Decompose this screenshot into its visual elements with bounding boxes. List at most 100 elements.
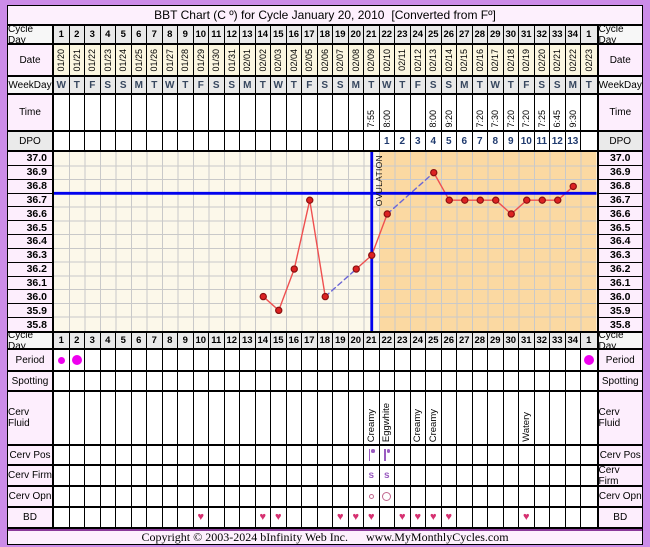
cerv-opn-day-21 — [364, 487, 380, 506]
cerv-fluid-day-9 — [178, 392, 194, 444]
cerv-fluid-day-3 — [85, 392, 101, 444]
spotting-day-22 — [379, 372, 395, 390]
date-day-25: 02/13 — [426, 45, 442, 75]
bd-day-5 — [116, 508, 132, 527]
weekday-day-35: T — [581, 77, 597, 93]
time-day-22: 8:00 — [379, 95, 395, 130]
footer-site-url: www.MyMonthlyCycles.com — [366, 530, 509, 544]
row-weekday: WeekDay W T F S S M T W T F S S M T W T F S S M T W T F S S M T W T F S S… — [8, 77, 642, 95]
dpo-day-26: 5 — [441, 132, 457, 150]
cerv-pos-dot — [371, 449, 375, 453]
cerv-opn-day-4 — [100, 487, 116, 506]
cycle-day-day-15: 15 — [271, 26, 287, 43]
date-day-10: 01/29 — [193, 45, 209, 75]
cerv-opn-day-5 — [116, 487, 132, 506]
period-day-4 — [100, 350, 116, 370]
bd-day-2 — [69, 508, 85, 527]
row-label-right-cycle-day-2: Cycle Day — [596, 333, 642, 348]
cerv-opn-day-10 — [193, 487, 209, 506]
date-day-18: 02/06 — [317, 45, 333, 75]
bd-day-23: ♥ — [395, 508, 411, 527]
cycle-day-2-day-19: 19 — [333, 333, 349, 348]
temp-point-day-25 — [430, 168, 438, 177]
time-text: 9:30 — [567, 110, 578, 128]
date-text: 01/26 — [149, 48, 160, 72]
time-day-28: 7:20 — [472, 95, 488, 130]
cycle-day-2-day-9: 9 — [178, 333, 194, 348]
plot-area: 37.0 36.9 36.8 36.7 36.6 36.5 36.4 36.3 36.2 36.1… — [8, 152, 642, 333]
bd-day-17 — [302, 508, 318, 527]
row-cerv-fluid: Cerv Fluid Creamy Eggwhite Creamy Creamy Wate… — [8, 392, 642, 446]
date-day-3: 01/22 — [85, 45, 101, 75]
cerv-firm-day-9 — [178, 466, 194, 485]
cerv-opn-day-32 — [534, 487, 550, 506]
y-tick-label: 37.0 — [8, 152, 52, 166]
cerv-firm-day-33 — [550, 466, 566, 485]
weekday-day-25: S — [426, 77, 442, 93]
cerv-opn-day-2 — [69, 487, 85, 506]
cerv-opn-circle-large — [382, 492, 392, 501]
spotting-day-4 — [100, 372, 116, 390]
weekday-day-8: W — [162, 77, 178, 93]
cerv-pos-day-35 — [581, 446, 597, 464]
date-text: 02/18 — [505, 48, 516, 72]
cerv-opn-day-12 — [224, 487, 240, 506]
cerv-pos-symbol-high — [383, 449, 391, 461]
cycle-day-2-day-26: 26 — [441, 333, 457, 348]
time-day-3 — [85, 95, 101, 130]
time-day-35 — [581, 95, 597, 130]
date-text: 02/17 — [490, 48, 501, 72]
spotting-day-23 — [395, 372, 411, 390]
spotting-day-5 — [116, 372, 132, 390]
dpo-day-23: 2 — [395, 132, 411, 150]
date-day-14: 02/02 — [255, 45, 271, 75]
time-text: 6:45 — [552, 110, 563, 128]
period-day-23 — [395, 350, 411, 370]
dpo-day-5 — [116, 132, 132, 150]
dpo-day-11 — [209, 132, 225, 150]
cerv-pos-day-11 — [209, 446, 225, 464]
cerv-opn-day-26 — [441, 487, 457, 506]
dpo-day-31: 10 — [519, 132, 535, 150]
cycle-day-2-day-28: 28 — [472, 333, 488, 348]
weekday-day-16: T — [286, 77, 302, 93]
cycle-day-2-day-30: 30 — [503, 333, 519, 348]
date-day-35: 02/23 — [581, 45, 597, 75]
dpo-day-17 — [302, 132, 318, 150]
cerv-pos-day-14 — [255, 446, 271, 464]
header-grid: Cycle Day 1 2 3 4 5 6 7 8 9 10 11 12 13 14 15 16 17 18 19 20… — [8, 26, 642, 152]
period-day-28 — [472, 350, 488, 370]
cerv-pos-day-18 — [317, 446, 333, 464]
cerv-pos-day-3 — [85, 446, 101, 464]
weekday-day-29: W — [488, 77, 504, 93]
cycle-day-2-day-27: 27 — [457, 333, 473, 348]
date-text: 02/19 — [521, 48, 532, 72]
cerv-firm-day-4 — [100, 466, 116, 485]
dpo-day-30: 9 — [503, 132, 519, 150]
cerv-fluid-day-22: Eggwhite — [379, 392, 395, 444]
time-day-25: 8:00 — [426, 95, 442, 130]
cerv-opn-day-28 — [472, 487, 488, 506]
time-text: 9:20 — [443, 110, 454, 128]
weekday-day-26: S — [441, 77, 457, 93]
date-day-15: 02/03 — [271, 45, 287, 75]
row-label-left-bd: BD — [8, 508, 54, 527]
spotting-day-2 — [69, 372, 85, 390]
date-text: 02/02 — [257, 48, 268, 72]
y-tick-label: 36.8 — [8, 180, 52, 194]
row-label-right-weekday: WeekDay — [596, 77, 642, 93]
cycle-day-day-23: 23 — [395, 26, 411, 43]
cerv-fluid-day-13 — [240, 392, 256, 444]
cerv-pos-day-7 — [147, 446, 163, 464]
cycle-day-2-day-1: 1 — [54, 333, 70, 348]
cycle-day-day-11: 11 — [209, 26, 225, 43]
cycle-day-day-26: 26 — [441, 26, 457, 43]
cerv-pos-day-33 — [550, 446, 566, 464]
dpo-day-28: 7 — [472, 132, 488, 150]
y-tick-label: 36.4 — [8, 235, 52, 249]
cycle-day-day-31: 31 — [519, 26, 535, 43]
row-label-right-spotting: Spotting — [596, 372, 642, 390]
weekday-day-2: T — [69, 77, 85, 93]
weekday-day-24: F — [410, 77, 426, 93]
spotting-day-25 — [426, 372, 442, 390]
